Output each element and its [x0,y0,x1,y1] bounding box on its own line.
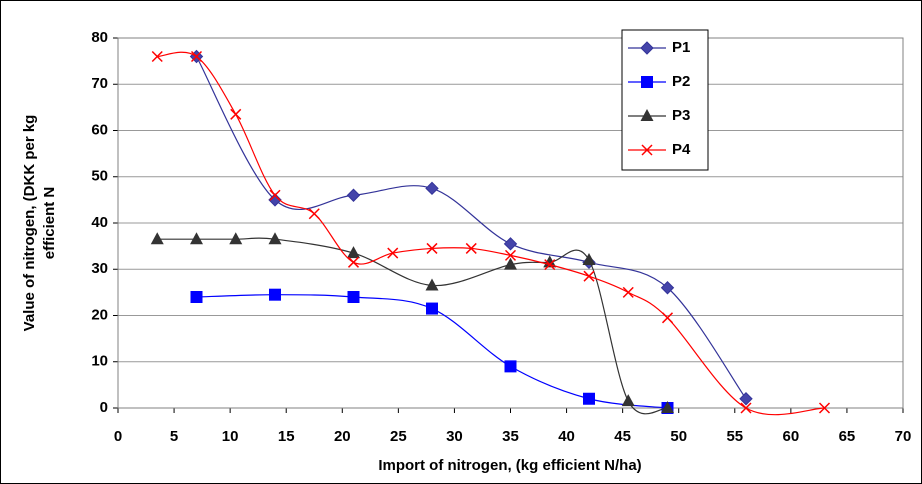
legend-box [621,29,709,171]
marker [640,109,654,121]
x-tick-label: 70 [895,428,912,445]
y-tick-label: 20 [91,306,108,323]
marker [346,188,361,202]
marker [347,256,360,268]
marker [150,232,164,245]
x-axis-title: Import of nitrogen, (kg efficient N/ha) [378,457,641,474]
marker [640,41,654,55]
y-tick-label: 70 [91,75,108,92]
y-tick-label: 80 [91,29,108,46]
x-tick-label: 25 [390,428,407,445]
x-tick-label: 60 [783,428,800,445]
marker [426,302,438,315]
marker [641,76,653,88]
x-tick-label: 10 [222,428,239,445]
marker [622,286,634,298]
marker [347,291,360,303]
marker [740,402,752,414]
marker [544,259,556,271]
marker [190,50,203,63]
marker [504,257,517,270]
marker [661,312,674,324]
legend-label: P1 [672,39,690,56]
marker [190,291,203,303]
marker [503,237,518,251]
x-tick-label: 55 [726,428,743,445]
marker [583,270,595,282]
marker [465,242,477,254]
marker [583,392,595,405]
marker [151,50,163,63]
marker [268,232,282,245]
x-tick-label: 50 [670,428,687,445]
marker [621,394,635,407]
marker [425,181,439,196]
marker [269,189,281,201]
marker [425,278,439,291]
marker [230,108,242,120]
y-tick-label: 50 [91,168,108,185]
x-tick-label: 15 [278,428,295,445]
marker [818,402,831,414]
marker [661,401,674,413]
y-axis-title: Value of nitrogen, (DKK per kg [21,115,38,332]
marker [269,288,281,301]
marker [582,253,596,265]
x-tick-label: 35 [502,428,519,445]
marker [387,247,399,259]
plot-area [117,37,904,409]
legend-label: P4 [672,141,691,158]
legend-label: P2 [672,73,690,90]
legend-label: P3 [672,107,690,124]
marker [347,246,360,259]
x-tick-label: 5 [170,428,178,445]
marker [641,144,653,156]
x-tick-label: 20 [334,428,351,445]
x-tick-label: 30 [446,428,463,445]
x-tick-label: 40 [558,428,575,445]
y-tick-label: 0 [100,399,108,416]
x-tick-label: 65 [839,428,856,445]
marker [504,360,517,373]
y-tick-label: 60 [91,121,108,138]
marker [229,232,243,245]
y-tick-label: 40 [91,214,108,231]
y-tick-label: 30 [91,260,108,277]
marker [739,392,753,406]
marker [660,281,675,295]
marker [426,242,438,254]
y-axis-title: efficient N [41,187,58,260]
marker [504,249,517,261]
x-tick-label: 0 [114,428,122,445]
y-tick-label: 10 [91,353,108,370]
marker [268,193,282,207]
x-tick-label: 45 [614,428,631,445]
marker [190,232,203,245]
marker [308,208,320,220]
